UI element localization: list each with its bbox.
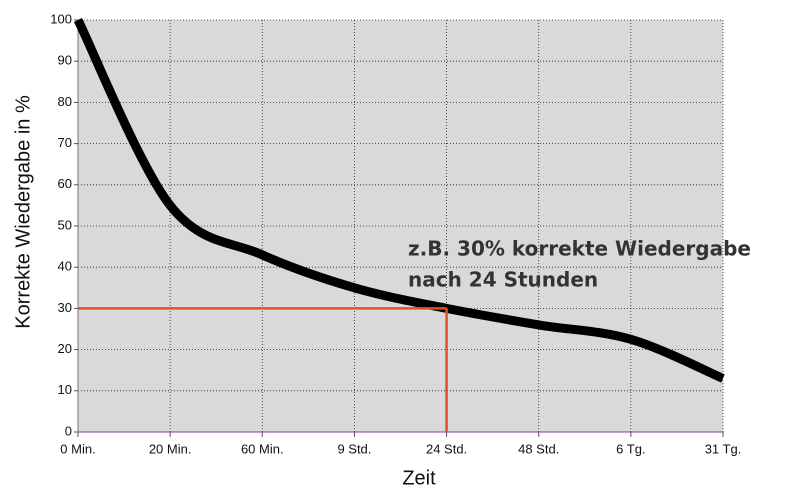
y-tick-label: 70 bbox=[58, 135, 72, 150]
y-tick-label: 50 bbox=[58, 217, 72, 232]
x-tick-label: 60 Min. bbox=[241, 441, 284, 456]
x-tick-label: 9 Std. bbox=[337, 441, 371, 456]
x-tick-label: 48 Std. bbox=[518, 441, 559, 456]
y-tick-label: 30 bbox=[58, 300, 72, 315]
x-tick-label: 20 Min. bbox=[149, 441, 192, 456]
annotation: nach 24 Stunden bbox=[408, 268, 598, 292]
x-axis-label: Zeit bbox=[402, 467, 436, 489]
y-tick-label: 20 bbox=[58, 341, 72, 356]
y-tick-label: 40 bbox=[58, 259, 72, 274]
y-tick-label: 80 bbox=[58, 94, 72, 109]
y-tick-label: 10 bbox=[58, 382, 72, 397]
x-tick-label: 24 Std. bbox=[426, 441, 467, 456]
x-tick-label: 6 Tg. bbox=[616, 441, 645, 456]
x-tick-label: 31 Tg. bbox=[705, 441, 742, 456]
x-tick-label: 0 Min. bbox=[60, 441, 95, 456]
y-tick-label: 0 bbox=[65, 423, 72, 438]
y-tick-label: 90 bbox=[58, 53, 72, 68]
curve bbox=[73, 17, 725, 383]
y-tick-label: 100 bbox=[50, 11, 72, 26]
y-axis-label: Korrekte Wiedergabe in % bbox=[12, 95, 34, 329]
y-tick-label: 60 bbox=[58, 176, 72, 191]
annotation: z.B. 30% korrekte Wiedergabe bbox=[408, 237, 751, 261]
